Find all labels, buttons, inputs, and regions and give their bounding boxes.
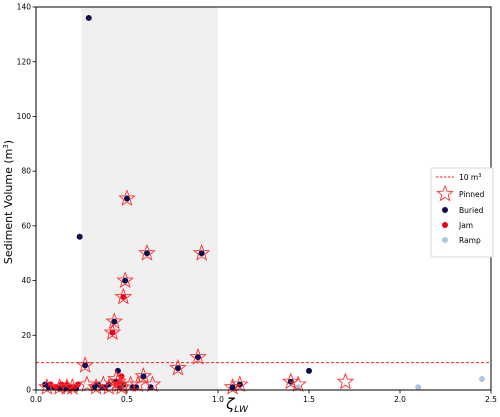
legend-threshold-label: 10 m3: [459, 173, 481, 182]
pinned-point: [281, 372, 300, 390]
x-tick-label: 2.0: [394, 395, 406, 404]
legend-buried-label: Buried: [459, 206, 484, 215]
ramp-point: [415, 384, 422, 391]
buried-point: [229, 384, 236, 391]
pinned-point: [118, 189, 136, 206]
pinned-point: [192, 243, 211, 261]
shaded-region: [81, 7, 218, 390]
pinned-point: [105, 312, 124, 330]
y-tick-label: 20: [21, 331, 31, 340]
legend-ramp-label: Ramp: [459, 236, 481, 245]
pinned-point: [107, 369, 125, 387]
shaded-band: [81, 7, 218, 390]
buried-point: [76, 233, 83, 240]
legend-pinned-swatch: [436, 184, 454, 202]
pinned-point: [138, 243, 156, 261]
x-tick-label: 2.5: [485, 395, 497, 404]
y-tick-label: 0: [26, 386, 31, 395]
pinned-point: [231, 375, 249, 393]
jam-point: [53, 384, 60, 391]
buried-point: [306, 367, 312, 374]
y-tick-label: 140: [17, 3, 32, 12]
pinned-point: [103, 323, 122, 341]
pinned-point: [189, 347, 207, 365]
legend-buried-swatch: [442, 207, 448, 213]
pinned-point: [289, 375, 307, 393]
buried-point: [111, 318, 118, 325]
buried-point: [198, 250, 205, 257]
buried-point: [194, 354, 201, 361]
jam-point: [109, 329, 116, 336]
x-tick-label: 0.0: [30, 395, 42, 404]
y-tick-label: 100: [17, 112, 32, 121]
legend: 10 m3 Pinned Buried Jam Ramp: [430, 167, 494, 258]
buried-point: [174, 365, 181, 372]
pinned-point: [336, 372, 355, 390]
legend-pinned-label: Pinned: [459, 190, 485, 199]
legend-jam-label: Jam: [458, 221, 473, 230]
pinned-point: [109, 372, 127, 390]
buried-point: [122, 277, 129, 284]
pinned-point: [134, 367, 153, 384]
pinned-point: [112, 377, 131, 395]
pinned-point: [76, 356, 94, 373]
y-ticks: 0 20 40 60 80 100 120 140: [17, 3, 36, 395]
pinned-point: [58, 377, 76, 395]
pinned-point: [143, 375, 162, 393]
y-tick-label: 80: [21, 167, 31, 176]
pinned-point: [78, 375, 96, 393]
pinned-point: [223, 377, 242, 395]
x-tick-label: 1.0: [212, 395, 224, 404]
pinned-point: [121, 375, 140, 393]
ramp-point: [478, 376, 485, 383]
pinned-point: [114, 287, 133, 305]
legend-jam-swatch: [442, 222, 448, 228]
data-points: [38, 14, 485, 395]
x-axis-label: ζLW: [225, 395, 249, 415]
pinned-point: [129, 375, 147, 393]
y-tick-label: 40: [21, 276, 31, 285]
y-axis-label: Sediment Volume (m3): [2, 140, 15, 264]
pinned-point: [94, 375, 113, 393]
x-tick-label: 0.5: [121, 395, 133, 404]
x-ticks: 0.0 0.5 1.0 1.5 2.0 2.5: [30, 390, 497, 404]
y-tick-label: 120: [17, 57, 32, 66]
buried-point: [140, 373, 147, 380]
buried-point: [82, 362, 89, 369]
jam-point: [120, 293, 127, 300]
pinned-point: [63, 377, 82, 395]
legend-pinned-star: [436, 184, 454, 202]
buried-point: [144, 250, 151, 257]
legend-ramp-swatch: [442, 237, 448, 243]
pinned-point: [116, 271, 134, 289]
buried-point: [85, 14, 92, 21]
y-tick-label: 60: [21, 221, 31, 230]
x-tick-label: 1.5: [303, 395, 315, 404]
buried-point: [124, 195, 130, 202]
pinned-point: [169, 358, 187, 376]
